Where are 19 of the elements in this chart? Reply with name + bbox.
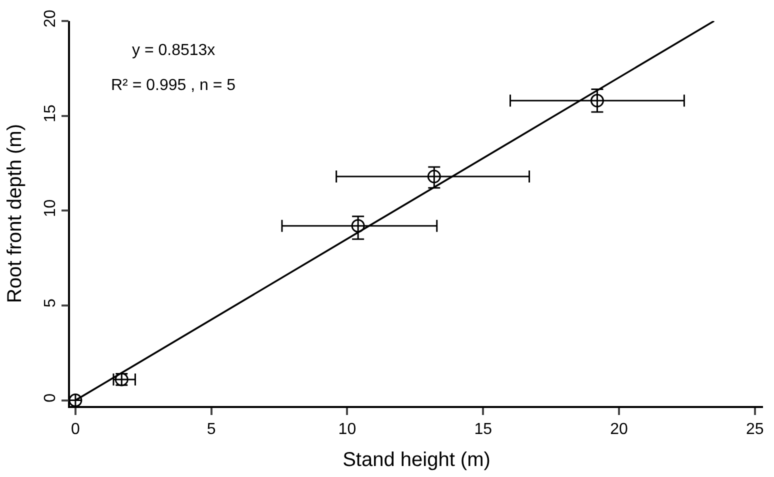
point: [68, 394, 82, 408]
x-tick-label: 15: [474, 420, 492, 438]
y-axis-title: Root front depth (m): [4, 124, 26, 303]
point: [427, 170, 441, 184]
x-tick-label: 25: [746, 420, 764, 438]
point: [590, 94, 604, 108]
x-tick-label: 0: [70, 420, 80, 438]
x-tick-label: 20: [610, 420, 628, 438]
y-tick-label: 5: [42, 298, 59, 308]
point: [351, 219, 365, 233]
x-tick-label: 10: [338, 420, 356, 438]
x-axis-title: Stand height (m): [342, 448, 490, 471]
x-tick-label: 5: [206, 420, 216, 438]
y-tick-label: 20: [42, 10, 59, 28]
y-tick-label: 0: [42, 393, 59, 402]
annotation: R² = 0.995 , n = 5: [111, 77, 236, 94]
y-tick-label: 15: [42, 104, 59, 122]
y-tick-label: 10: [42, 199, 59, 218]
annotation: y = 0.8513x: [132, 42, 216, 59]
